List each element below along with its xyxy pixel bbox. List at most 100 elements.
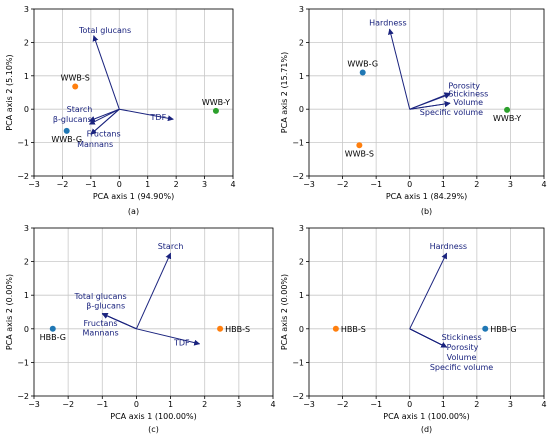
loading-label: Porosity xyxy=(447,343,479,352)
loading-arrow xyxy=(387,28,411,110)
y-axis-label: PCA axis 2 (5.10%) xyxy=(5,54,14,130)
y-tick-label: 1 xyxy=(299,72,304,81)
y-tick-label: 0 xyxy=(299,325,304,334)
x-tick-label: −1 xyxy=(370,400,382,409)
data-point xyxy=(63,127,70,134)
y-tick-label: −1 xyxy=(17,139,29,148)
loading-label: TDF xyxy=(173,339,190,348)
point-label: HBB-G xyxy=(40,333,66,342)
x-tick-label: 4 xyxy=(270,400,275,409)
x-tick-label: 3 xyxy=(508,400,513,409)
y-tick-label: −2 xyxy=(292,172,304,181)
y-tick-label: 2 xyxy=(24,38,29,47)
loading-label: Fructans xyxy=(84,319,118,328)
y-tick-label: 2 xyxy=(299,258,304,267)
loading-label: Starch xyxy=(158,242,184,251)
data-point xyxy=(504,106,511,113)
point-label: WWB-Y xyxy=(202,98,230,107)
x-tick-label: 2 xyxy=(174,180,179,189)
panel-caption: (c) xyxy=(148,425,159,434)
y-tick-label: 1 xyxy=(24,291,29,300)
x-tick-label: −2 xyxy=(337,400,349,409)
point-label: WWB-G xyxy=(51,135,82,144)
loading-label: Porosity xyxy=(448,81,480,90)
data-point xyxy=(72,83,79,90)
x-tick-label: −3 xyxy=(303,400,315,409)
plot-frame xyxy=(33,227,274,397)
data-point xyxy=(332,325,339,332)
loading-arrow xyxy=(90,108,120,135)
x-tick-label: −1 xyxy=(370,180,382,189)
x-tick-label: 3 xyxy=(508,180,513,189)
x-axis-label: PCA axis 1 (100.00%) xyxy=(383,412,469,421)
point-label: WWB-Y xyxy=(493,114,521,123)
x-tick-label: 4 xyxy=(541,400,546,409)
x-tick-label: −1 xyxy=(96,400,108,409)
y-tick-label: −2 xyxy=(292,392,304,401)
x-tick-label: −3 xyxy=(28,400,40,409)
x-tick-label: −3 xyxy=(303,180,315,189)
y-tick-label: −1 xyxy=(292,358,304,367)
x-tick-label: 1 xyxy=(441,400,446,409)
y-tick-label: 3 xyxy=(24,224,29,233)
plot-frame xyxy=(308,8,545,177)
data-point xyxy=(217,325,224,332)
x-tick-label: 1 xyxy=(168,400,173,409)
loading-arrow xyxy=(135,252,172,330)
loading-label: Mannans xyxy=(77,140,113,149)
loading-arrow xyxy=(119,108,174,122)
point-label: WWB-S xyxy=(345,149,374,158)
y-tick-label: −1 xyxy=(292,139,304,148)
x-tick-label: 4 xyxy=(541,180,546,189)
y-tick-label: 1 xyxy=(24,72,29,81)
point-label: HBB-S xyxy=(225,325,250,334)
x-tick-label: −3 xyxy=(28,180,40,189)
data-point xyxy=(49,325,56,332)
panel-caption: (b) xyxy=(421,207,432,216)
loading-arrow xyxy=(409,252,448,330)
x-tick-label: 0 xyxy=(407,400,412,409)
y-tick-label: 3 xyxy=(299,224,304,233)
y-tick-label: 1 xyxy=(299,291,304,300)
x-tick-label: −2 xyxy=(57,180,69,189)
loading-label: TDF xyxy=(150,113,167,122)
x-axis-label: PCA axis 1 (100.00%) xyxy=(110,412,196,421)
x-axis-label: PCA axis 1 (94.90%) xyxy=(93,192,174,201)
y-tick-label: 3 xyxy=(299,5,304,14)
y-axis-label: PCA axis 2 (0.00%) xyxy=(280,274,289,350)
y-tick-label: 0 xyxy=(24,325,29,334)
y-tick-label: 2 xyxy=(299,38,304,47)
y-axis-label: PCA axis 2 (15.71%) xyxy=(280,52,289,133)
loading-arrow xyxy=(409,101,451,110)
loading-arrow xyxy=(409,328,448,348)
y-tick-label: 0 xyxy=(299,105,304,114)
x-tick-label: 3 xyxy=(236,400,241,409)
y-tick-label: −2 xyxy=(17,172,29,181)
x-tick-label: 2 xyxy=(202,400,207,409)
loading-label: Hardness xyxy=(369,19,406,28)
x-tick-label: 0 xyxy=(407,180,412,189)
loading-arrow xyxy=(101,313,137,330)
loading-label: Starch xyxy=(67,105,93,114)
loading-label: Stickiness xyxy=(442,333,482,342)
loading-arrow xyxy=(88,108,120,125)
y-axis-label: PCA axis 2 (0.00%) xyxy=(5,274,14,350)
x-tick-label: 2 xyxy=(474,400,479,409)
y-tick-label: −2 xyxy=(17,392,29,401)
loading-label: Stickiness xyxy=(448,90,488,99)
loading-label: Hardness xyxy=(430,242,467,251)
x-tick-label: −2 xyxy=(62,400,74,409)
y-tick-label: −1 xyxy=(17,358,29,367)
plot-frame xyxy=(33,8,234,177)
loading-label: Mannans xyxy=(83,329,119,338)
data-point xyxy=(356,142,363,149)
data-point xyxy=(212,107,219,114)
x-tick-label: 0 xyxy=(117,180,122,189)
loading-label: Specific volume xyxy=(420,108,483,117)
plot-frame xyxy=(308,227,545,397)
